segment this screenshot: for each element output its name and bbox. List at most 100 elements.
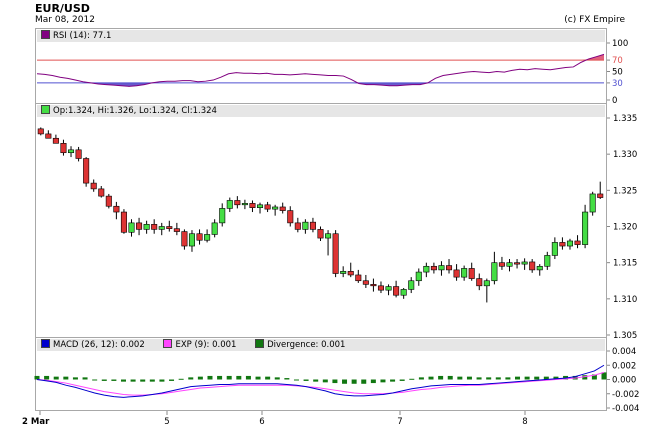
divergence-bar [486, 377, 492, 380]
candle-body [264, 204, 271, 210]
divergence-bar [265, 376, 271, 380]
candle-body [566, 240, 574, 247]
candle-body [559, 242, 566, 247]
candle-body [506, 262, 513, 267]
divergence-bar [457, 376, 463, 380]
candle-body [325, 233, 332, 239]
rsi-panel: RSI (14): 77.1 [35, 28, 607, 104]
candle-body [445, 265, 453, 271]
candle-body [90, 182, 97, 190]
divergence-bar [207, 375, 213, 380]
candle-body [98, 188, 105, 197]
candle-body [370, 284, 377, 287]
rsi-tick-label: 0 [612, 96, 617, 106]
exp-legend-label: EXP (9): 0.001 [175, 340, 237, 350]
candle-body [158, 226, 165, 230]
price-tick-label: 1.325 [613, 186, 637, 196]
candle-body [514, 262, 521, 265]
candle-body [204, 234, 211, 241]
candle-body [83, 158, 90, 184]
candle-body [393, 286, 400, 296]
candle-body [385, 286, 392, 291]
divergence-bar [380, 379, 386, 383]
price-tick-label: 1.320 [613, 223, 637, 233]
divergence-bar [111, 379, 117, 381]
divergence-bar [284, 378, 290, 380]
candle-body [302, 221, 309, 230]
macd-tick-label: 0.004 [612, 347, 636, 357]
divergence-bar [515, 376, 521, 380]
macd-legend-label: MACD (26, 12): 0.002 [53, 340, 145, 350]
divergence-bar [418, 377, 424, 380]
rsi-overbought-fill [37, 54, 604, 61]
divergence-bar [505, 377, 511, 380]
divergence-bar [130, 379, 136, 382]
divergence-bar [342, 379, 348, 384]
divergence-bar [447, 375, 453, 380]
divergence-bar [534, 376, 540, 380]
x-tick-label: 5 [164, 417, 169, 427]
candle-body [60, 143, 67, 154]
divergence-bar [332, 379, 338, 384]
divergence-bar [92, 379, 98, 381]
candle-body [249, 203, 256, 208]
divergence-bar [178, 378, 184, 380]
divergence-bar [543, 376, 549, 380]
macd-legend: MACD (26, 12): 0.002 EXP (9): 0.001 Dive… [37, 339, 605, 351]
macd-swatch [41, 339, 50, 348]
candle-body [196, 233, 203, 241]
candle-body [317, 229, 324, 239]
x-tick-label: 7 [397, 417, 402, 427]
price-tick-label: 1.305 [613, 331, 637, 341]
candle-body [551, 242, 558, 256]
candle-body [544, 255, 551, 267]
price-legend: Op:1.324, Hi:1.326, Lo:1.324, Cl:1.324 [37, 105, 605, 117]
divergence-bar [53, 376, 59, 380]
candle-body [430, 265, 437, 271]
divergence-legend-label: Divergence: 0.001 [267, 340, 346, 350]
macd-tick-label: 0.000 [612, 376, 636, 386]
macd-tick-label: 0.002 [612, 361, 636, 371]
divergence-bar [44, 375, 50, 380]
price-tick-label: 1.335 [613, 114, 637, 124]
macd-tick-label: -0.002 [612, 390, 639, 400]
candle-body [234, 200, 241, 206]
divergence-bar [72, 377, 78, 380]
divergence-bar [361, 379, 367, 384]
divergence-bar [582, 375, 588, 380]
candle-body [120, 211, 127, 233]
candle-body [241, 203, 248, 206]
divergence-bar [149, 379, 155, 382]
candle-body [597, 193, 604, 198]
divergence-swatch [255, 339, 265, 348]
divergence-bar [274, 377, 280, 380]
divergence-bar [293, 379, 299, 381]
chart-date: Mar 08, 2012 [35, 15, 95, 25]
divergence-bar [101, 379, 107, 381]
divergence-bar [524, 376, 530, 380]
candle-body [347, 271, 354, 276]
rsi-legend-label: RSI (14): 77.1 [53, 31, 112, 41]
divergence-bar [169, 379, 175, 381]
divergence-bar [370, 379, 376, 384]
candle-body [582, 211, 589, 245]
candle-body [309, 221, 316, 230]
candle-body [521, 261, 528, 265]
candle-body [362, 280, 369, 285]
candle-body [173, 228, 180, 232]
divergence-bar [601, 372, 607, 380]
divergence-bar [63, 376, 69, 380]
candle-body [181, 231, 188, 247]
candle-body [272, 206, 279, 210]
chart-credit: (c) FX Empire [564, 15, 625, 25]
candle-body [143, 224, 150, 230]
candle-body [589, 193, 596, 213]
price-swatch [41, 105, 50, 114]
candle-body [45, 133, 52, 139]
candle-body [294, 222, 301, 230]
candle-body [166, 226, 173, 229]
divergence-bar [245, 375, 251, 380]
rsi-swatch [41, 30, 50, 39]
price-tick-label: 1.330 [613, 150, 637, 160]
exp-swatch [163, 339, 173, 348]
